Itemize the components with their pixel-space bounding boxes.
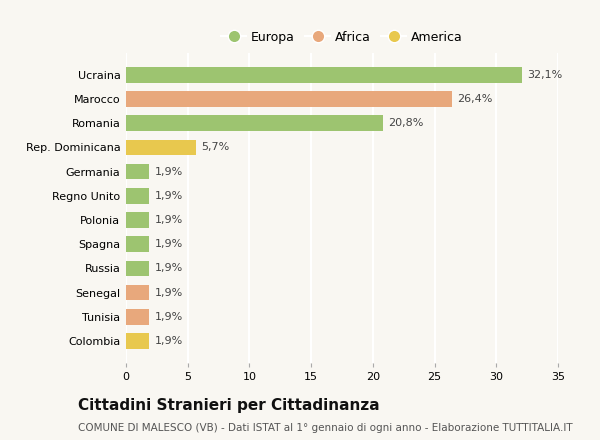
Bar xyxy=(126,212,149,228)
Text: 20,8%: 20,8% xyxy=(388,118,423,128)
Bar xyxy=(126,115,383,131)
Text: 1,9%: 1,9% xyxy=(154,167,182,176)
Text: 1,9%: 1,9% xyxy=(154,312,182,322)
Bar xyxy=(126,139,196,155)
Bar xyxy=(126,164,149,180)
Text: 1,9%: 1,9% xyxy=(154,336,182,346)
Bar xyxy=(126,91,452,107)
Bar xyxy=(126,309,149,325)
Bar xyxy=(126,236,149,252)
Text: 32,1%: 32,1% xyxy=(527,70,562,80)
Text: COMUNE DI MALESCO (VB) - Dati ISTAT al 1° gennaio di ogni anno - Elaborazione TU: COMUNE DI MALESCO (VB) - Dati ISTAT al 1… xyxy=(78,423,572,433)
Text: 1,9%: 1,9% xyxy=(154,288,182,297)
Text: Cittadini Stranieri per Cittadinanza: Cittadini Stranieri per Cittadinanza xyxy=(78,398,380,413)
Text: 1,9%: 1,9% xyxy=(154,239,182,249)
Text: 1,9%: 1,9% xyxy=(154,191,182,201)
Bar xyxy=(126,188,149,204)
Text: 26,4%: 26,4% xyxy=(457,94,492,104)
Text: 5,7%: 5,7% xyxy=(201,143,230,152)
Bar xyxy=(126,285,149,301)
Bar xyxy=(126,67,522,83)
Bar xyxy=(126,260,149,276)
Bar xyxy=(126,333,149,349)
Text: 1,9%: 1,9% xyxy=(154,264,182,273)
Legend: Europa, Africa, America: Europa, Africa, America xyxy=(219,28,465,46)
Text: 1,9%: 1,9% xyxy=(154,215,182,225)
